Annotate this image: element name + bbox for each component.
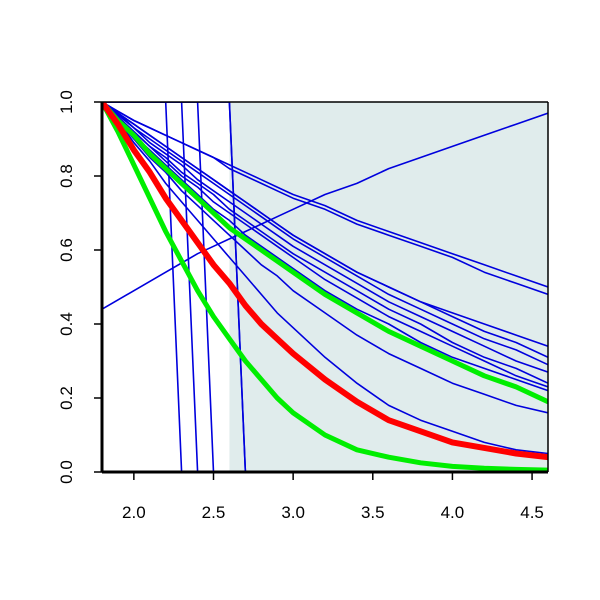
series-line-1 [102, 102, 548, 461]
series-line-11 [102, 102, 548, 384]
y-tick-label: 0.2 [57, 386, 76, 410]
y-axis-ticks: 0.0 0.2 0.4 0.6 0.8 1.0 [57, 90, 102, 484]
series-line-3 [102, 102, 548, 405]
y-tick-label: 0.0 [57, 460, 76, 484]
y-tick-label: 0.6 [57, 238, 76, 262]
series-line-10 [102, 102, 548, 373]
x-tick-label: 4.5 [520, 503, 544, 522]
y-tick-label: 0.4 [57, 312, 76, 336]
x-tick-label: 4.0 [441, 503, 465, 522]
series-line-12 [102, 102, 548, 388]
series-line-8 [102, 102, 548, 359]
x-tick-label: 3.0 [281, 503, 305, 522]
series-line-15 [102, 102, 548, 455]
x-tick-label: 3.5 [361, 503, 385, 522]
x-tick-label: 2.0 [122, 503, 146, 522]
series-line-14 [102, 102, 548, 414]
x-axis-ticks: 2.0 2.5 3.0 3.5 4.0 4.5 [122, 472, 544, 522]
axes-layer [100, 101, 549, 474]
x-tick-label: 2.5 [202, 503, 226, 522]
series-line-9 [102, 102, 548, 366]
series-line-13 [102, 102, 548, 392]
y-tick-label: 1.0 [57, 90, 76, 114]
y-tick-label: 0.8 [57, 164, 76, 188]
series-line-6 [102, 102, 548, 296]
series-line-2 [102, 102, 548, 472]
series-lines-layer [102, 102, 548, 472]
